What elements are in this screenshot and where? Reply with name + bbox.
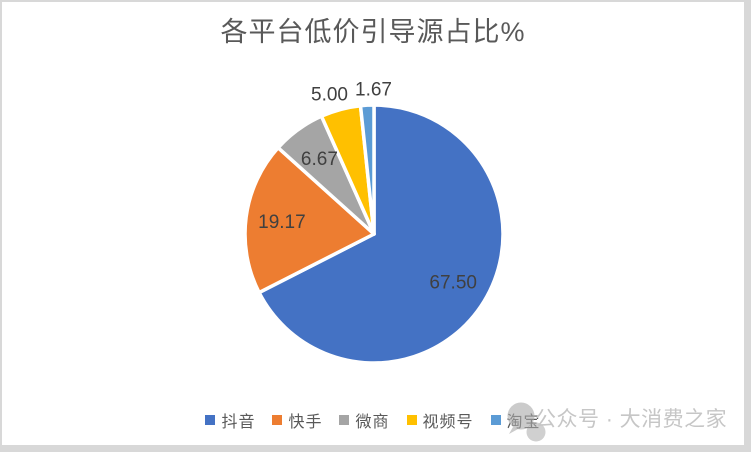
- legend-item-douyin: 抖音: [205, 408, 255, 432]
- legend-item-kuaishou: 快手: [272, 408, 322, 432]
- pie-slice-kuaishou: [243, 145, 376, 295]
- legend-label: 快手: [288, 414, 323, 431]
- pie-value-label-douyin: 67.50: [429, 273, 477, 294]
- chart-area: 各平台低价引导源占比% 67.50 19.17 6.67 5.00 1.67 抖音 快手 微…: [2, 2, 744, 445]
- pie-value-label-weishang: 6.67: [301, 149, 338, 170]
- legend-item-weishang: 微商: [339, 408, 389, 432]
- legend-label: 视频号: [422, 414, 474, 431]
- legend-item-shipinhao: 视频号: [406, 408, 474, 432]
- legend-label: 抖音: [221, 414, 256, 431]
- legend-swatch-icon: [490, 415, 501, 425]
- pie-chart: 67.50 19.17 6.67 5.00 1.67: [243, 80, 505, 365]
- watermark-text: 公众号 · 大消费之家: [535, 408, 728, 431]
- chart-title: 各平台低价引导源占比%: [220, 17, 526, 47]
- chat-bubbles-icon: [507, 402, 546, 442]
- pie-value-label-shipinhao: 5.00: [311, 84, 348, 105]
- legend-swatch-icon: [339, 415, 350, 425]
- pie-value-label-taobao: 1.67: [355, 80, 392, 101]
- legend-swatch-icon: [272, 415, 283, 425]
- legend-swatch-icon: [205, 415, 216, 425]
- pie-slice-douyin: [257, 103, 505, 365]
- pie-value-label-kuaishou: 19.17: [258, 212, 306, 233]
- legend-label: 微商: [355, 414, 390, 431]
- pie-slice-taobao: [358, 103, 376, 236]
- legend-swatch-icon: [406, 415, 417, 425]
